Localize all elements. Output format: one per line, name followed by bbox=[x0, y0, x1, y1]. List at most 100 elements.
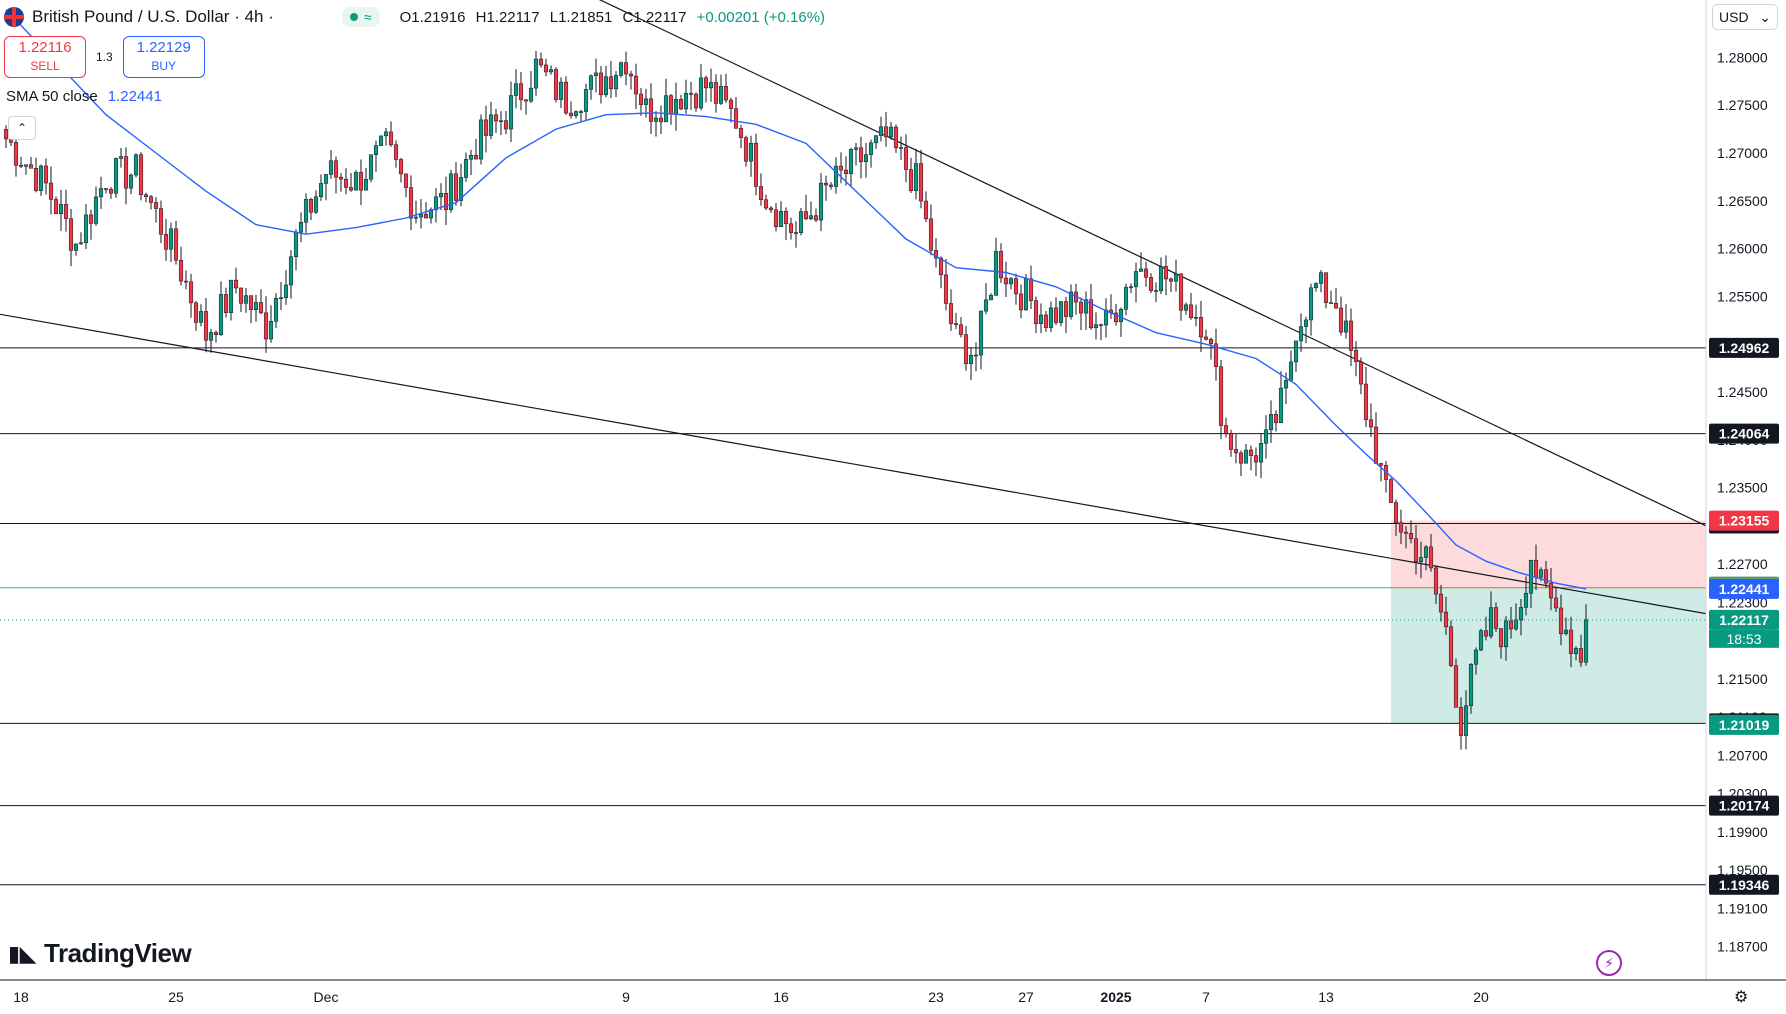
candle bbox=[1123, 283, 1129, 316]
candle bbox=[253, 295, 259, 322]
price-tag-label: 1.19346 bbox=[1719, 877, 1770, 893]
candle bbox=[148, 194, 154, 210]
candle-body bbox=[1453, 665, 1459, 708]
candle bbox=[553, 66, 559, 103]
candle-body bbox=[38, 165, 44, 191]
spread-value: 1.3 bbox=[96, 50, 113, 64]
price-axis[interactable]: 1.187001.191001.195001.199001.203001.207… bbox=[1705, 0, 1786, 980]
candle bbox=[618, 61, 624, 78]
candle-body bbox=[248, 295, 254, 310]
candles bbox=[3, 50, 1589, 750]
candle-body bbox=[848, 149, 854, 174]
candle bbox=[768, 205, 774, 213]
sell-button[interactable]: 1.22116 SELL bbox=[4, 36, 86, 78]
candle bbox=[353, 170, 359, 191]
x-tick-label: 23 bbox=[928, 989, 944, 1005]
candle-body bbox=[113, 158, 119, 194]
candle bbox=[173, 220, 179, 265]
candle-body bbox=[673, 99, 679, 115]
candle-body bbox=[553, 69, 559, 100]
candle-body bbox=[748, 142, 754, 162]
candle-body bbox=[708, 82, 714, 89]
candle bbox=[1193, 304, 1199, 327]
candle-body bbox=[1023, 278, 1029, 311]
candle-body bbox=[718, 86, 724, 104]
candle bbox=[463, 152, 469, 182]
candle bbox=[1368, 403, 1374, 437]
candle bbox=[533, 50, 539, 96]
candle-body bbox=[1373, 426, 1379, 464]
candle-body bbox=[1258, 443, 1264, 463]
candle-body bbox=[388, 131, 394, 146]
candle-body bbox=[198, 311, 204, 323]
position-stop-zone bbox=[1391, 520, 1706, 589]
candle bbox=[603, 65, 609, 98]
collapse-legend-chevron-up-icon[interactable]: ⌃ bbox=[8, 116, 36, 140]
price-tag-bg bbox=[1709, 510, 1779, 531]
candle-body bbox=[618, 62, 624, 76]
symbol-title[interactable]: British Pound / U.S. Dollar · 4h · bbox=[32, 7, 274, 26]
settings-gear-icon[interactable]: ⚙ bbox=[1734, 989, 1749, 1006]
candle bbox=[1188, 292, 1194, 320]
candle-body bbox=[578, 111, 584, 113]
candle bbox=[668, 93, 674, 125]
candle bbox=[1428, 534, 1434, 572]
candle-body bbox=[68, 218, 74, 251]
candle bbox=[803, 194, 809, 221]
candle-body bbox=[463, 159, 469, 178]
candle-body bbox=[828, 184, 834, 187]
candle bbox=[1203, 329, 1209, 341]
candle bbox=[628, 70, 634, 90]
candle-body bbox=[73, 243, 79, 251]
lightning-icon[interactable]: ⚡ bbox=[1596, 950, 1622, 976]
candle-body bbox=[23, 164, 29, 167]
candle bbox=[318, 174, 324, 201]
candle-body bbox=[1468, 664, 1474, 707]
candle-body bbox=[1463, 705, 1469, 736]
price-tag: 1.24962 bbox=[1709, 337, 1779, 358]
candle bbox=[1153, 282, 1159, 303]
candle-body bbox=[443, 193, 449, 210]
buy-button[interactable]: 1.22129 BUY bbox=[122, 36, 205, 78]
candle bbox=[453, 162, 459, 206]
candle bbox=[1248, 445, 1254, 471]
tradingview-logo[interactable]: ▮◣ TradingView bbox=[8, 938, 192, 969]
x-tick-label: 9 bbox=[622, 989, 630, 1005]
candle bbox=[1423, 545, 1429, 571]
candle-body bbox=[3, 129, 9, 140]
candle-body bbox=[913, 163, 919, 191]
candle-body bbox=[868, 142, 874, 155]
candle bbox=[1168, 277, 1174, 293]
candle-body bbox=[1568, 629, 1574, 654]
candle bbox=[1513, 603, 1519, 631]
candle-body bbox=[918, 163, 924, 202]
candle bbox=[518, 71, 524, 111]
candle-body bbox=[363, 179, 369, 191]
candle-body bbox=[1378, 463, 1384, 466]
candle bbox=[873, 135, 879, 149]
sma-legend[interactable]: SMA 50 close 1.22441 bbox=[6, 88, 162, 105]
candle-body bbox=[783, 211, 789, 225]
market-status-badge[interactable]: ≈ bbox=[341, 7, 380, 27]
candle bbox=[1518, 599, 1524, 636]
candle-body bbox=[18, 165, 24, 167]
logo-text: TradingView bbox=[44, 938, 192, 968]
candle-body bbox=[1268, 414, 1274, 431]
candle bbox=[1038, 303, 1044, 334]
chevron-down-icon: ⌄ bbox=[1759, 8, 1771, 25]
candle-body bbox=[178, 259, 184, 282]
plot-area[interactable] bbox=[0, 0, 1707, 886]
candle bbox=[423, 202, 429, 219]
candle-body bbox=[1148, 277, 1154, 291]
candle-body bbox=[148, 196, 154, 203]
candle-body bbox=[568, 112, 574, 116]
currency-select[interactable]: USD ⌄ bbox=[1712, 4, 1778, 30]
candle bbox=[143, 192, 149, 203]
candle bbox=[1548, 567, 1554, 611]
candle bbox=[1453, 658, 1459, 708]
candle-body bbox=[1113, 312, 1119, 323]
time-axis[interactable]: 18 25 Dec 9 16 23 27 2025 7 13 20 bbox=[0, 979, 1786, 1005]
candle-body bbox=[978, 310, 984, 356]
